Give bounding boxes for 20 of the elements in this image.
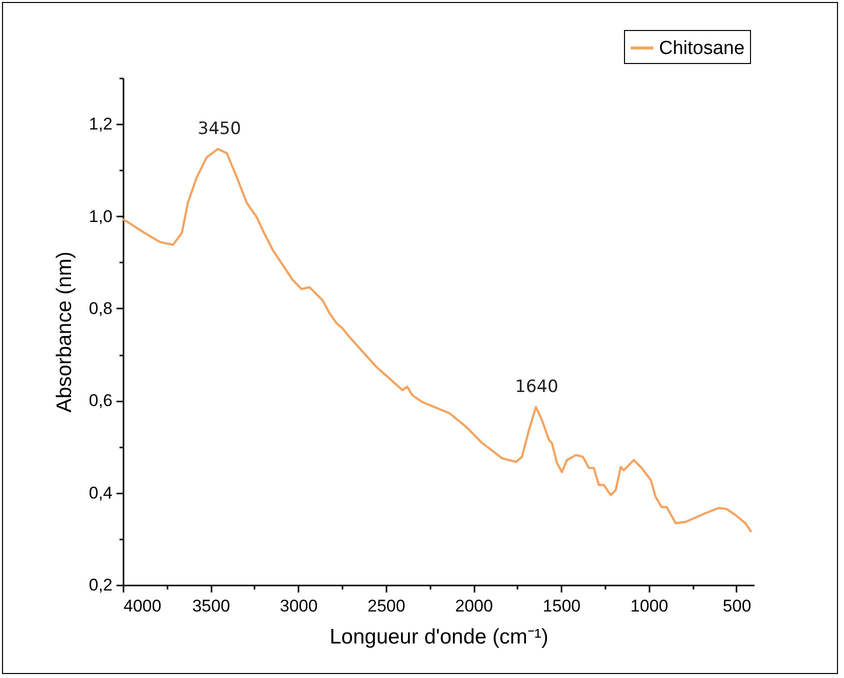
annotation: 3450: [198, 118, 242, 139]
x-tick-label: 2500: [368, 596, 406, 616]
line-series: [122, 148, 752, 534]
legend-label: Chitosane: [659, 38, 745, 59]
y-tick-label: 0,2: [88, 576, 112, 594]
y-tick-label: 1,2: [88, 114, 112, 134]
x-tick-label: 1500: [542, 596, 581, 616]
x-tick-label: 4000: [124, 596, 162, 616]
x-tick-label: 1000: [630, 596, 668, 616]
y-axis-title: Absorbance (nm): [52, 251, 76, 413]
x-axis-title: Longueur d'onde (cm⁻¹): [330, 626, 548, 648]
x-tick-label: 3500: [192, 596, 230, 616]
annotation: 1640: [515, 377, 558, 398]
y-tick-label: 1,0: [88, 206, 112, 226]
y-tick-label: 0,6: [88, 391, 112, 410]
y-tick-label: 0,4: [88, 483, 112, 502]
x-tick-label: 2000: [455, 596, 493, 616]
y-tick-label: 0,8: [88, 298, 112, 318]
x-tick-label: 500: [722, 596, 752, 616]
x-tick-label: 3000: [280, 596, 318, 616]
